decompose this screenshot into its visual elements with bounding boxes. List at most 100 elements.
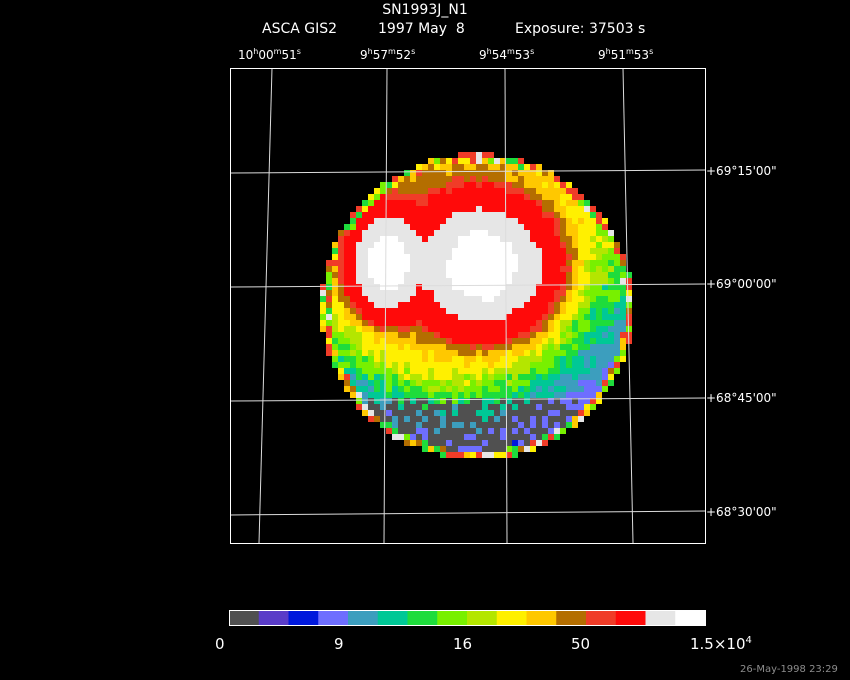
image-pixel	[356, 284, 362, 290]
image-pixel	[506, 164, 512, 170]
image-pixel	[446, 386, 452, 392]
image-pixel	[428, 434, 434, 440]
image-pixel	[560, 212, 566, 218]
image-pixel	[398, 374, 404, 380]
image-pixel	[350, 242, 356, 248]
image-pixel	[548, 194, 554, 200]
image-pixel	[344, 248, 350, 254]
image-pixel	[368, 224, 374, 230]
image-pixel	[488, 272, 494, 278]
image-pixel	[398, 398, 404, 404]
image-pixel	[518, 338, 524, 344]
image-pixel	[530, 404, 536, 410]
image-pixel	[404, 170, 410, 176]
image-pixel	[326, 302, 332, 308]
image-pixel	[398, 428, 404, 434]
image-pixel	[434, 332, 440, 338]
image-pixel	[494, 248, 500, 254]
image-pixel	[524, 428, 530, 434]
image-pixel	[470, 374, 476, 380]
image-pixel	[440, 272, 446, 278]
image-pixel	[452, 266, 458, 272]
image-pixel	[500, 452, 506, 458]
image-pixel	[482, 164, 488, 170]
image-pixel	[590, 224, 596, 230]
image-pixel	[500, 236, 506, 242]
image-pixel	[350, 248, 356, 254]
image-pixel	[380, 332, 386, 338]
image-pixel	[458, 152, 464, 158]
image-pixel	[458, 170, 464, 176]
image-pixel	[536, 278, 542, 284]
image-pixel	[446, 236, 452, 242]
image-pixel	[542, 260, 548, 266]
image-pixel	[410, 224, 416, 230]
image-pixel	[488, 428, 494, 434]
image-pixel	[542, 428, 548, 434]
image-pixel	[452, 212, 458, 218]
image-pixel	[356, 326, 362, 332]
image-pixel	[506, 272, 512, 278]
image-pixel	[542, 350, 548, 356]
image-pixel	[470, 200, 476, 206]
colorbar-swatch	[229, 610, 260, 626]
image-pixel	[512, 176, 518, 182]
image-pixel	[536, 416, 542, 422]
image-pixel	[482, 302, 488, 308]
image-pixel	[500, 422, 506, 428]
image-pixel	[464, 380, 470, 386]
image-pixel	[596, 266, 602, 272]
image-pixel	[482, 398, 488, 404]
image-pixel	[428, 212, 434, 218]
image-pixel	[524, 398, 530, 404]
image-pixel	[536, 230, 542, 236]
image-pixel	[368, 212, 374, 218]
image-pixel	[428, 266, 434, 272]
image-pixel	[368, 332, 374, 338]
image-pixel	[614, 332, 620, 338]
image-pixel	[536, 194, 542, 200]
image-pixel	[554, 422, 560, 428]
image-pixel	[584, 392, 590, 398]
image-pixel	[452, 218, 458, 224]
image-pixel	[398, 200, 404, 206]
image-pixel	[392, 314, 398, 320]
image-pixel	[440, 440, 446, 446]
image-pixel	[410, 350, 416, 356]
image-pixel	[464, 284, 470, 290]
image-pixel	[548, 176, 554, 182]
image-pixel	[626, 314, 632, 320]
image-pixel	[548, 242, 554, 248]
image-pixel	[494, 218, 500, 224]
image-pixel	[422, 248, 428, 254]
image-pixel	[404, 368, 410, 374]
image-pixel	[458, 230, 464, 236]
image-pixel	[548, 362, 554, 368]
image-pixel	[548, 356, 554, 362]
image-pixel	[410, 428, 416, 434]
image-pixel	[500, 446, 506, 452]
image-pixel	[566, 374, 572, 380]
image-pixel	[560, 392, 566, 398]
image-pixel	[518, 398, 524, 404]
image-pixel	[506, 404, 512, 410]
image-pixel	[524, 194, 530, 200]
image-pixel	[572, 224, 578, 230]
chart-subtitle-exposure: Exposure: 37503 s	[515, 21, 646, 37]
image-pixel	[434, 434, 440, 440]
image-pixel	[494, 386, 500, 392]
image-pixel	[518, 380, 524, 386]
image-pixel	[536, 356, 542, 362]
image-pixel	[422, 386, 428, 392]
image-pixel	[464, 212, 470, 218]
image-pixel	[548, 404, 554, 410]
image-pixel	[554, 410, 560, 416]
image-pixel	[542, 218, 548, 224]
image-pixel	[416, 290, 422, 296]
image-pixel	[392, 410, 398, 416]
image-pixel	[428, 182, 434, 188]
image-pixel	[518, 248, 524, 254]
image-pixel	[464, 266, 470, 272]
image-pixel	[494, 380, 500, 386]
image-pixel	[392, 308, 398, 314]
